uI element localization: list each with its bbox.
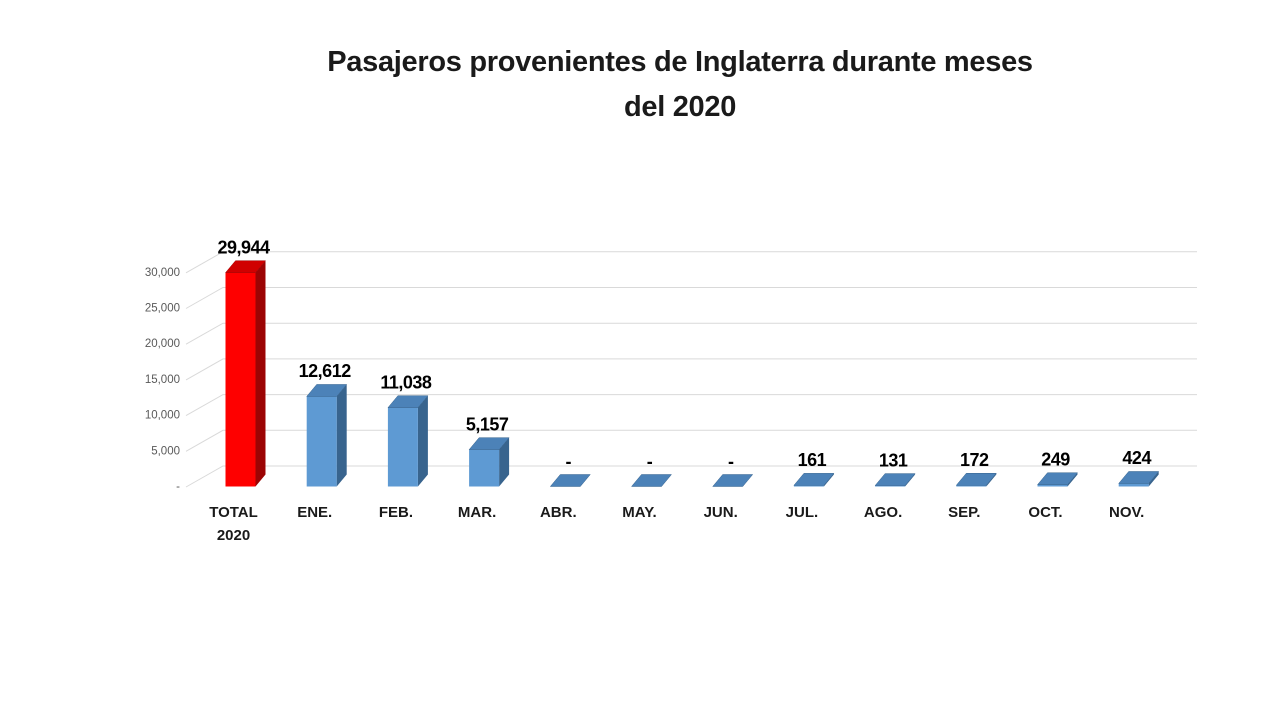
data-label: 5,157 [466, 414, 509, 434]
bar-top-MAR [468, 437, 510, 450]
x-axis-label: FEB. [379, 504, 413, 521]
data-label: 424 [1122, 448, 1151, 468]
bar-front-NOV [1118, 483, 1149, 487]
bar-front-AGO [875, 485, 906, 487]
x-axis-label: ENE. [297, 504, 332, 521]
y-axis-tick-label: 30,000 [145, 267, 180, 279]
bar-top-MAY [630, 474, 673, 487]
bar-top-OCT [1036, 472, 1079, 485]
data-label: - [728, 451, 734, 471]
y-axis-tick-label: 5,000 [151, 445, 180, 457]
gridline [185, 251, 1197, 274]
gridline [185, 429, 1197, 452]
data-label: 249 [1041, 449, 1070, 469]
bar-side-OCT [1067, 472, 1078, 487]
x-axis-label: JUL. [786, 504, 819, 521]
bar-side-ENE [336, 384, 347, 487]
data-label: 29,944 [217, 237, 270, 257]
bar-front-TOTAL-2020 [225, 272, 256, 487]
x-axis-label: OCT. [1028, 504, 1062, 521]
data-label: 172 [960, 450, 989, 470]
x-axis-label: SEP. [948, 504, 980, 521]
x-axis-label: MAR. [458, 504, 496, 521]
bar-top-JUN [712, 474, 754, 487]
gridline [185, 465, 1197, 488]
bar-top-ENE [306, 384, 348, 397]
bar-front-ENE [306, 396, 337, 487]
bar-side-MAR [499, 437, 510, 487]
x-axis-label: MAY. [622, 504, 656, 521]
x-axis-label: AGO. [864, 504, 902, 521]
data-label: 131 [879, 450, 908, 470]
bar-top-FEB [387, 395, 429, 408]
gridline [185, 287, 1197, 309]
y-axis-tick-label: 25,000 [145, 303, 180, 315]
data-label: - [566, 451, 572, 471]
y-axis-tick-label: - [176, 481, 180, 493]
x-axis-label: ABR. [540, 504, 577, 521]
bar-side-TOTAL-2020 [255, 260, 266, 487]
bar-top-TOTAL-2020 [224, 260, 267, 273]
chart-title: Pasajeros provenientes de Inglaterra dur… [140, 40, 1220, 130]
bar-front-JUL [793, 485, 824, 487]
gridline [185, 358, 1197, 381]
gridline [185, 322, 1197, 345]
y-axis-tick-label: 10,000 [145, 410, 180, 422]
bar-front-SEP [956, 485, 987, 487]
gridline [185, 394, 1197, 417]
bar-top-NOV [1118, 471, 1160, 484]
x-axis-label: 2020 [217, 527, 250, 544]
bar-side-FEB [417, 395, 428, 487]
bar-front-MAR [469, 449, 500, 487]
bar-front-FEB [387, 407, 418, 487]
bar-front-OCT [1037, 484, 1068, 487]
data-label: 161 [798, 450, 827, 470]
data-label: 12,612 [299, 361, 352, 381]
bar-top-JUL [793, 473, 835, 486]
x-axis-label: TOTAL [209, 504, 258, 521]
bar-side-NOV [1148, 471, 1159, 487]
x-axis-label: NOV. [1109, 504, 1144, 521]
y-axis-tick-label: 20,000 [145, 338, 180, 350]
bar-top-ABR [549, 474, 591, 487]
y-axis-tick-label: 15,000 [145, 374, 180, 386]
data-label: 11,038 [380, 372, 432, 392]
chart-title-line1: Pasajeros provenientes de Inglaterra dur… [327, 46, 1033, 78]
chart-title-line2: del 2020 [623, 91, 737, 123]
data-label: - [647, 451, 653, 471]
bar-top-AGO [874, 473, 916, 486]
bar-top-SEP [955, 473, 997, 486]
x-axis-label: JUN. [704, 504, 738, 521]
